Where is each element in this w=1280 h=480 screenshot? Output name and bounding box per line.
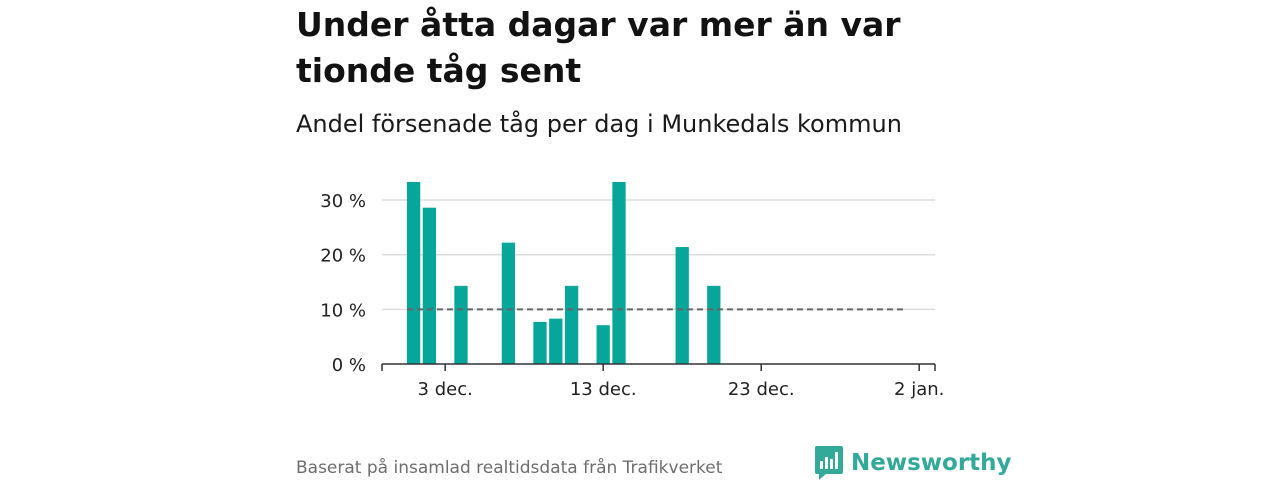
bar	[533, 321, 547, 364]
chart-title: Under åtta dagar var mer än var tionde t…	[296, 5, 901, 90]
x-tick-label: 3 dec.	[418, 379, 473, 400]
y-tick-label: 10 %	[320, 300, 366, 321]
x-tick-label: 13 dec.	[570, 379, 637, 400]
newsworthy-logo-icon	[815, 446, 843, 480]
bar	[422, 207, 437, 364]
x-tick-label: 23 dec.	[728, 379, 795, 400]
bar	[549, 318, 563, 364]
brand-name: Newsworthy	[851, 450, 1012, 476]
source-note: Baserat på insamlad realtidsdata från Tr…	[296, 458, 723, 478]
bar	[596, 325, 610, 364]
brand-logo: Newsworthy	[815, 446, 1012, 480]
bar	[406, 182, 421, 364]
bar	[564, 285, 579, 364]
y-tick-label: 30 %	[320, 191, 366, 212]
bar	[454, 285, 468, 364]
bar	[707, 285, 721, 364]
chart-subtitle: Andel försenade tåg per dag i Munkedals …	[296, 110, 902, 138]
y-tick-label: 0 %	[332, 355, 366, 376]
bar	[612, 182, 626, 364]
y-tick-label: 20 %	[320, 246, 366, 267]
bar	[675, 247, 689, 364]
x-tick-label: 2 jan.	[894, 379, 944, 400]
bar	[501, 242, 516, 364]
